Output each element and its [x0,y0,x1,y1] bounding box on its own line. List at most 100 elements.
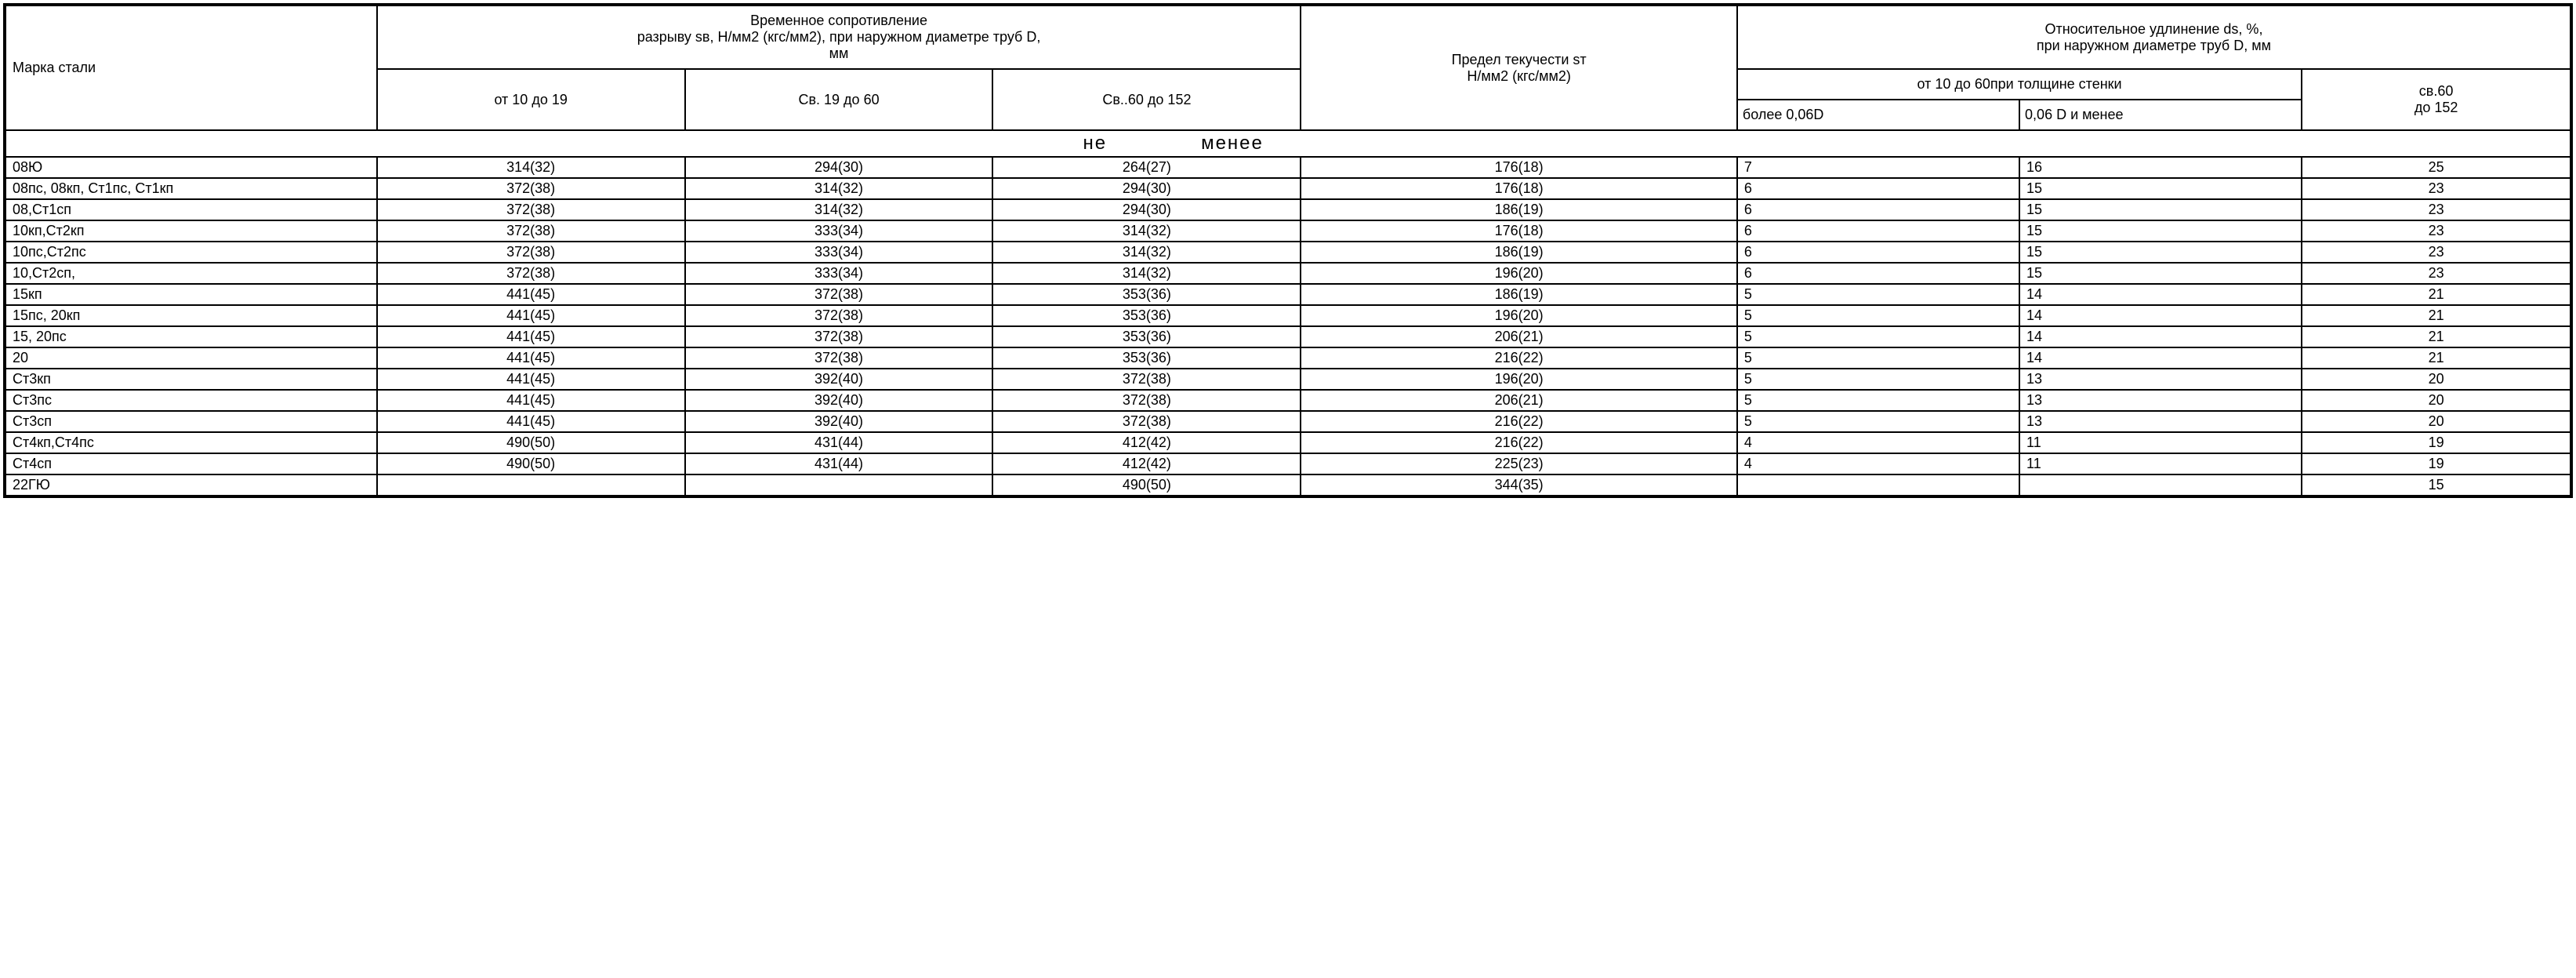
cell-value: 13 [2019,411,2302,432]
cell-value: 294(30) [992,178,1301,199]
cell-value: 264(27) [992,157,1301,178]
cell-value: 225(23) [1301,453,1737,474]
table-row: 22ГЮ490(50)344(35)15 [5,474,2571,496]
header-elong-wall-2-text: 0,06 D и менее [2025,107,2123,122]
table-row: Ст4кп,Ст4пс490(50)431(44)412(42)216(22)4… [5,432,2571,453]
cell-label: 08пс, 08кп, Ст1пс, Ст1кп [5,178,377,199]
cell-value: 6 [1737,178,2019,199]
cell-value: 20 [2302,411,2571,432]
cell-value: 15 [2302,474,2571,496]
cell-value: 372(38) [685,305,993,326]
cell-value: 176(18) [1301,157,1737,178]
cell-value: 441(45) [377,305,685,326]
cell-value: 186(19) [1301,199,1737,220]
cell-label: 10пс,Ст2пс [5,242,377,263]
header-tensile-text: Временное сопротивление разрыву sв, Н/мм… [637,13,1041,61]
cell-value: 5 [1737,390,2019,411]
cell-value: 372(38) [685,284,993,305]
table-row: 08Ю314(32)294(30)264(27)176(18)71625 [5,157,2571,178]
cell-value: 6 [1737,220,2019,242]
header-tensile-1: от 10 до 19 [377,69,685,130]
cell-value: 441(45) [377,284,685,305]
table-body: 08Ю314(32)294(30)264(27)176(18)7162508пс… [5,157,2571,496]
cell-value: 314(32) [377,157,685,178]
cell-value: 13 [2019,369,2302,390]
spanner-right: менее [1154,133,2279,155]
cell-value: 21 [2302,326,2571,347]
cell-value: 441(45) [377,369,685,390]
cell-value: 353(36) [992,326,1301,347]
table-row: 15, 20пс441(45)372(38)353(36)206(21)5142… [5,326,2571,347]
table-row: 10,Ст2сп,372(38)333(34)314(32)196(20)615… [5,263,2571,284]
header-tensile-group: Временное сопротивление разрыву sв, Н/мм… [377,5,1301,69]
cell-label: 10кп,Ст2кп [5,220,377,242]
cell-value: 16 [2019,157,2302,178]
table-row: 10кп,Ст2кп372(38)333(34)314(32)176(18)61… [5,220,2571,242]
cell-value: 4 [1737,432,2019,453]
cell-value: 412(42) [992,453,1301,474]
header-elongation-text: Относительное удлинение ds, %, при наруж… [2037,21,2271,53]
cell-label: 22ГЮ [5,474,377,496]
cell-value: 19 [2302,432,2571,453]
cell-value: 196(20) [1301,263,1737,284]
header-tensile-3-text: Св..60 до 152 [1102,92,1191,107]
cell-label: 08Ю [5,157,377,178]
cell-value: 5 [1737,305,2019,326]
cell-value: 15 [2019,178,2302,199]
cell-value: 372(38) [992,390,1301,411]
spanner-row: неменее [5,130,2302,157]
cell-label: 15пс, 20кп [5,305,377,326]
cell-value: 353(36) [992,284,1301,305]
cell-value: 186(19) [1301,242,1737,263]
cell-label: Ст4кп,Ст4пс [5,432,377,453]
cell-value: 392(40) [685,411,993,432]
cell-value: 314(32) [992,242,1301,263]
cell-value: 6 [1737,242,2019,263]
table-row: Ст4сп490(50)431(44)412(42)225(23)41119 [5,453,2571,474]
cell-value: 4 [1737,453,2019,474]
cell-value: 23 [2302,242,2571,263]
header-elong-sv60-text: св.60 до 152 [2415,83,2458,115]
cell-value: 314(32) [992,263,1301,284]
cell-value: 372(38) [377,242,685,263]
cell-value: 353(36) [992,347,1301,369]
cell-label: 10,Ст2сп, [5,263,377,284]
cell-value: 20 [2302,390,2571,411]
header-yield: Предел текучести sт Н/мм2 (кгс/мм2) [1301,5,1737,130]
cell-value: 431(44) [685,453,993,474]
cell-value: 294(30) [685,157,993,178]
cell-value: 15 [2019,199,2302,220]
cell-value: 23 [2302,263,2571,284]
header-marka-text: Марка стали [13,60,96,75]
cell-value: 216(22) [1301,432,1737,453]
cell-value: 11 [2019,432,2302,453]
header-tensile-3: Св..60 до 152 [992,69,1301,130]
cell-value: 23 [2302,178,2571,199]
cell-value: 441(45) [377,411,685,432]
header-elong-wall-1: более 0,06D [1737,100,2019,130]
table-row: 08пс, 08кп, Ст1пс, Ст1кп372(38)314(32)29… [5,178,2571,199]
cell-value: 20 [2302,369,2571,390]
table-row: Ст3сп441(45)392(40)372(38)216(22)51320 [5,411,2571,432]
header-elong-wall-text: от 10 до 60при толщине стенки [1917,76,2121,92]
cell-value: 5 [1737,326,2019,347]
cell-value: 490(50) [377,453,685,474]
cell-value: 206(21) [1301,326,1737,347]
cell-value: 372(38) [992,369,1301,390]
cell-value: 206(21) [1301,390,1737,411]
cell-value: 13 [2019,390,2302,411]
cell-value: 6 [1737,199,2019,220]
cell-label: 08,Ст1сп [5,199,377,220]
header-marka: Марка стали [5,5,377,130]
cell-value: 314(32) [685,178,993,199]
cell-label: Ст4сп [5,453,377,474]
cell-value: 441(45) [377,390,685,411]
cell-value: 216(22) [1301,411,1737,432]
cell-value: 216(22) [1301,347,1737,369]
cell-value: 5 [1737,347,2019,369]
cell-value: 11 [2019,453,2302,474]
cell-value: 294(30) [992,199,1301,220]
cell-value: 23 [2302,220,2571,242]
cell-value: 372(38) [377,263,685,284]
cell-value: 7 [1737,157,2019,178]
